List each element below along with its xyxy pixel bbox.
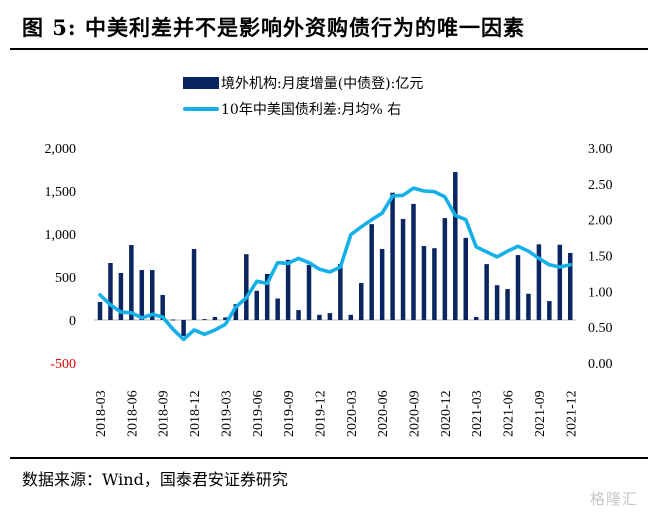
right-y-tick-label: 2.50 xyxy=(588,178,613,193)
source-rule xyxy=(10,457,648,459)
bar-2021-09 xyxy=(536,244,542,320)
left-y-tick-label: 500 xyxy=(55,271,76,286)
right-y-tick-label: 1.00 xyxy=(588,285,613,300)
x-tick-label: 2021-06 xyxy=(502,390,517,437)
bar-2018-11 xyxy=(181,320,186,336)
bar-2020-07 xyxy=(390,192,395,320)
bar-2021-07 xyxy=(515,255,521,320)
line-series xyxy=(98,186,573,342)
bar-2019-01 xyxy=(202,319,207,320)
right-y-tick-label: 1.50 xyxy=(588,250,613,265)
bar-2020-03 xyxy=(348,314,354,320)
bar-2019-12 xyxy=(317,314,322,320)
x-tick-label: 2021-12 xyxy=(564,390,579,437)
bar-2018-05 xyxy=(118,272,124,320)
x-tick-label: 2019-03 xyxy=(219,390,234,437)
left-y-tick-label: 2,000 xyxy=(45,142,77,157)
legend-swatch-line xyxy=(183,107,219,111)
bar-2018-12 xyxy=(191,248,197,320)
left-y-tick-label: 1,500 xyxy=(45,185,77,200)
watermark: 格隆汇 xyxy=(589,490,638,508)
bar-2018-04 xyxy=(108,262,113,320)
bar-2019-10 xyxy=(296,310,301,320)
bar-2019-04 xyxy=(233,304,239,320)
x-tick-label: 2018-12 xyxy=(188,390,203,437)
right-y-tick-label: 3.00 xyxy=(588,142,613,157)
bar-2021-06 xyxy=(505,289,510,320)
x-tick-label: 2021-03 xyxy=(470,390,485,437)
x-tick-label: 2020-12 xyxy=(439,390,454,437)
left-y-tick-label: 1,000 xyxy=(45,228,77,243)
bar-2020-11 xyxy=(432,248,437,320)
bar-2020-01 xyxy=(327,313,333,320)
bar-2021-02 xyxy=(463,237,468,320)
bar-2020-06 xyxy=(379,249,385,320)
figure-title: 图 5: 中美利差并不是影响外资购债行为的唯一因素 xyxy=(22,15,525,40)
left-y-tick-label: 0 xyxy=(69,314,76,329)
bar-2021-04 xyxy=(484,264,489,320)
legend-item-line: 10年中美国债利差:月均% 右 xyxy=(183,96,423,122)
x-tick-label: 2020-09 xyxy=(408,390,423,437)
bar-series xyxy=(97,172,573,336)
bar-2019-09 xyxy=(285,259,291,320)
bar-2018-09 xyxy=(160,294,165,320)
bar-2019-02 xyxy=(212,316,218,320)
x-tick-label: 2018-06 xyxy=(125,390,140,437)
x-tick-label: 2020-06 xyxy=(376,390,391,437)
x-tick-label: 2021-09 xyxy=(533,390,548,437)
x-tick-label: 2019-06 xyxy=(251,390,266,437)
legend-label-line: 10年中美国债利差:月均% 右 xyxy=(221,102,402,118)
bar-2018-08 xyxy=(150,270,155,320)
bar-2019-03 xyxy=(223,317,228,320)
bar-2021-11 xyxy=(557,244,563,320)
x-tick-label: 2019-09 xyxy=(282,390,297,437)
bar-2020-05 xyxy=(369,224,374,320)
bar-2020-10 xyxy=(421,246,427,320)
x-tick-label: 2019-12 xyxy=(313,390,328,437)
source-note: 数据来源：Wind，国泰君安证券研究 xyxy=(22,470,288,489)
bar-2019-05 xyxy=(244,254,249,320)
title-rule xyxy=(10,48,648,50)
x-tick-label: 2020-03 xyxy=(345,390,360,437)
left-y-axis-ticks: 2,000 1,500 1,000 500 0 -500 xyxy=(45,142,77,372)
bar-2021-05 xyxy=(494,285,500,320)
left-y-tick-label: -500 xyxy=(50,357,76,372)
bar-2019-11 xyxy=(306,264,312,320)
bar-2020-09 xyxy=(411,203,416,320)
bar-2018-03 xyxy=(97,301,103,320)
bar-2021-01 xyxy=(453,172,458,320)
bar-2020-04 xyxy=(359,283,364,320)
bar-2019-06 xyxy=(254,290,259,320)
legend-item-bar: 境外机构:月度增量(中债登):亿元 xyxy=(183,70,423,96)
x-axis-ticks: 2018-03 2018-06 2018-09 2018-12 2019-03 2019-… xyxy=(94,390,579,437)
chart-canvas: 2,000 1,500 1,000 500 0 -500 3.00 2.50 2.00 1.50… xyxy=(45,142,613,437)
right-y-tick-label: 2.00 xyxy=(588,214,613,229)
legend-label-bar: 境外机构:月度增量(中债登):亿元 xyxy=(221,76,424,92)
bar-2019-08 xyxy=(275,298,280,320)
legend-swatch-bar xyxy=(183,77,219,89)
bar-2021-03 xyxy=(473,316,479,320)
spread-line xyxy=(98,186,573,342)
bar-2019-07 xyxy=(264,273,270,320)
bar-2020-02 xyxy=(338,264,343,320)
chart-legend: 境外机构:月度增量(中债登):亿元 10年中美国债利差:月均% 右 xyxy=(183,70,423,122)
right-y-axis-ticks: 3.00 2.50 2.00 1.50 1.00 0.50 0.00 xyxy=(588,142,613,372)
x-tick-label: 2018-03 xyxy=(94,390,109,437)
bar-2020-12 xyxy=(442,218,448,320)
right-y-tick-label: 0.50 xyxy=(588,321,613,336)
bar-2018-06 xyxy=(129,245,134,320)
bar-2018-10 xyxy=(170,319,176,321)
right-y-tick-label: 0.00 xyxy=(588,357,613,372)
bar-2021-08 xyxy=(526,293,531,320)
bar-2018-07 xyxy=(139,270,145,320)
x-tick-label: 2018-09 xyxy=(157,390,172,437)
bar-2020-08 xyxy=(400,218,406,320)
bar-2021-10 xyxy=(547,301,552,320)
bar-2021-12 xyxy=(568,252,573,320)
